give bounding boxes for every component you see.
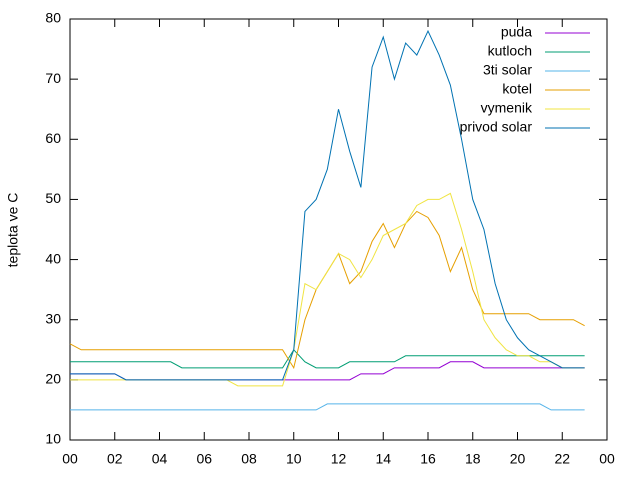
x-tick-label: 00 — [599, 451, 615, 467]
x-tick-label: 20 — [510, 451, 526, 467]
x-tick-label: 04 — [152, 451, 168, 467]
series-line — [70, 29, 585, 381]
y-tick-label: 70 — [45, 70, 61, 86]
series-line — [70, 361, 585, 381]
y-tick-label: 50 — [45, 190, 61, 206]
y-axis-label: teplota ve C — [5, 193, 21, 268]
y-tick-label: 60 — [45, 130, 61, 146]
legend-label: 3ti solar — [483, 62, 532, 78]
legend-label: kutloch — [488, 43, 532, 59]
x-tick-label: 06 — [196, 451, 212, 467]
x-tick-label: 10 — [286, 451, 302, 467]
x-tick-label: 16 — [420, 451, 436, 467]
y-tick-label: 40 — [45, 250, 61, 266]
y-tick-label: 80 — [45, 10, 61, 26]
x-tick-label: 22 — [554, 451, 570, 467]
y-tick-label: 10 — [45, 431, 61, 447]
x-tick-label: 00 — [62, 451, 78, 467]
series-line — [69, 210, 585, 370]
legend-label: puda — [501, 24, 532, 40]
series-line — [70, 348, 585, 369]
x-tick-label: 02 — [107, 451, 123, 467]
series-line — [70, 192, 585, 387]
legend-label: kotel — [502, 81, 532, 97]
x-tick-label: 14 — [375, 451, 391, 467]
legend-label: vymenik — [481, 100, 533, 116]
x-tick-label: 12 — [331, 451, 347, 467]
x-tick-label: 08 — [241, 451, 257, 467]
series-line — [70, 403, 585, 411]
x-tick-label: 18 — [465, 451, 481, 467]
legend-label: privod solar — [460, 119, 533, 135]
y-tick-label: 20 — [45, 371, 61, 387]
y-tick-label: 30 — [45, 310, 61, 326]
